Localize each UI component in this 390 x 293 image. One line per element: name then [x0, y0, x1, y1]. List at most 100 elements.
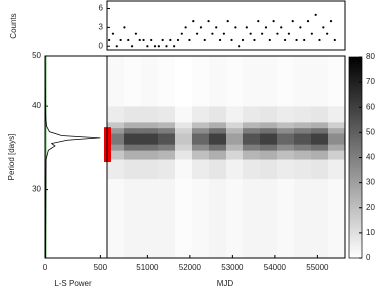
heat-cell [192, 138, 210, 145]
heat-cell [124, 138, 142, 145]
x-tick-label: 53000 [221, 263, 244, 272]
heat-cell [158, 133, 176, 139]
point [108, 38, 111, 42]
point [303, 38, 306, 42]
point [306, 20, 310, 23]
heat-cell [175, 144, 193, 151]
heat-cell [243, 122, 261, 129]
heat-cell [294, 138, 312, 145]
y-tick-label: 30 [32, 185, 41, 194]
point [130, 45, 134, 48]
x-tick-label: 500 [94, 263, 108, 272]
heat-cell [175, 159, 193, 180]
x-tick-label: 52000 [179, 263, 202, 272]
heat-cell [107, 150, 125, 160]
heat-cell [260, 122, 278, 129]
heat-cell [192, 144, 210, 151]
point [157, 45, 160, 48]
heat-cell [158, 138, 176, 145]
point [264, 26, 268, 29]
point [188, 38, 191, 42]
heat-cell [294, 106, 312, 123]
heat-cell [243, 138, 261, 145]
point [203, 38, 206, 42]
heat-cell [107, 178, 125, 259]
point [169, 38, 172, 42]
heat-cell [226, 150, 244, 160]
heat-cell [226, 178, 244, 259]
heat-cell [192, 122, 210, 129]
x-tick-label: 55000 [306, 263, 329, 272]
heat-cell [107, 138, 125, 145]
heat-cell [141, 56, 159, 107]
heat-cell [192, 56, 210, 107]
point [291, 20, 294, 23]
heat-cell [107, 56, 125, 107]
heat-cell [141, 138, 159, 145]
point [333, 38, 336, 42]
heat-cell [192, 127, 210, 134]
point [245, 26, 248, 29]
heat-cell [243, 144, 261, 151]
heat-cell [141, 150, 159, 160]
point [272, 20, 275, 23]
point [123, 26, 126, 29]
colorbar-tick-label: 60 [366, 102, 375, 111]
point [211, 32, 214, 35]
heat-cell [175, 127, 193, 134]
point [299, 26, 302, 29]
heat-cell [311, 138, 329, 145]
point [222, 32, 225, 35]
heat-cell [243, 178, 261, 259]
heat-cell [260, 106, 278, 123]
y-tick-label: 6 [99, 4, 104, 13]
heat-cell [226, 106, 244, 123]
heat-cell [209, 56, 227, 107]
point [192, 20, 195, 23]
heat-cell [311, 133, 329, 139]
colorbar-tick-label: 30 [366, 178, 375, 187]
point [326, 32, 329, 35]
point [226, 20, 229, 23]
heat-cell [192, 133, 210, 139]
heat-cell [311, 144, 329, 151]
power-line [44, 55, 101, 259]
heat-cell [277, 56, 295, 107]
heat-cell [243, 56, 261, 107]
colorbar-tick-label: 80 [366, 52, 375, 61]
heat-cell [328, 178, 346, 259]
heat-cell [294, 178, 312, 259]
heat-cell [175, 106, 193, 123]
heat-cell [141, 127, 159, 134]
heat-cell [209, 144, 227, 151]
heat-cell [294, 56, 312, 107]
heat-cell [175, 138, 193, 145]
heat-cell [107, 159, 125, 180]
x-tick-label: 0 [43, 263, 48, 272]
point [253, 38, 256, 42]
heat-cell [209, 138, 227, 145]
colorbar-tick-label: 10 [366, 228, 375, 237]
heat-cell [277, 122, 295, 129]
heat-cell [226, 56, 244, 107]
heat-cell [226, 138, 244, 145]
point [115, 45, 118, 48]
heat-cell [107, 144, 125, 151]
heat-cell [311, 56, 329, 107]
point [165, 45, 168, 48]
point [207, 20, 210, 23]
point [111, 32, 115, 35]
heat-cell [107, 133, 125, 139]
heat-cell [209, 106, 227, 123]
point [238, 45, 241, 48]
heat-cell [311, 106, 329, 123]
heat-cell [294, 150, 312, 160]
heat-cell [277, 106, 295, 123]
point [196, 32, 199, 35]
point [276, 32, 279, 35]
heat-cell [277, 144, 295, 151]
heat-cell [260, 138, 278, 145]
point [134, 32, 137, 35]
point [218, 38, 222, 42]
heat-cell [311, 127, 329, 134]
